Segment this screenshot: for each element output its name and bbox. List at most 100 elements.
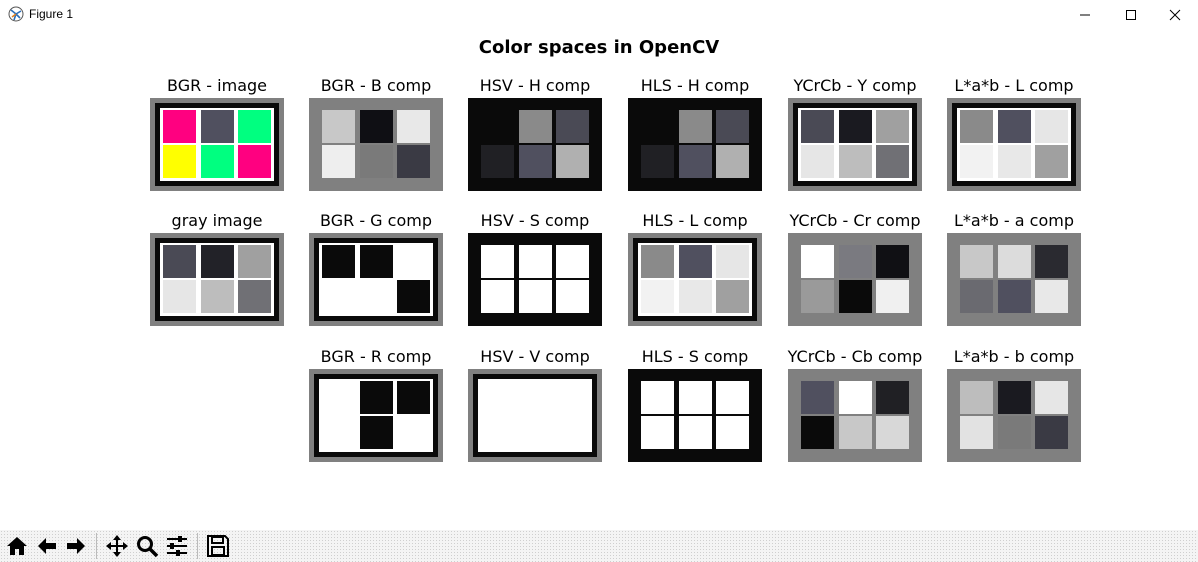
- color-patch: [238, 280, 271, 313]
- subplot-image: [468, 98, 602, 191]
- color-patch: [801, 145, 834, 178]
- color-patch: [839, 416, 872, 449]
- color-patch: [998, 145, 1031, 178]
- color-patch: [839, 280, 872, 313]
- color-patch: [322, 416, 355, 449]
- subplot-image: [947, 233, 1081, 326]
- color-patch: [641, 245, 674, 278]
- subplot-image: [788, 98, 922, 191]
- subplot-image: [309, 369, 443, 462]
- subplot-image: [309, 233, 443, 326]
- color-patch: [360, 110, 393, 143]
- color-patch: [397, 145, 430, 178]
- navigation-toolbar: [0, 530, 1198, 562]
- color-patch: [322, 381, 355, 414]
- subplot-image: [150, 233, 284, 326]
- subplot-title: HLS - H comp: [640, 76, 750, 95]
- close-button[interactable]: [1152, 0, 1198, 30]
- color-patch: [960, 381, 993, 414]
- color-patch: [322, 245, 355, 278]
- color-patch: [163, 245, 196, 278]
- color-patch: [1035, 280, 1068, 313]
- color-patch: [679, 416, 712, 449]
- color-patch: [716, 245, 749, 278]
- color-patch: [556, 381, 589, 414]
- color-patch: [998, 416, 1031, 449]
- color-patch: [641, 145, 674, 178]
- subplot-title: BGR - B comp: [320, 76, 432, 95]
- color-patch: [876, 416, 909, 449]
- color-patch: [998, 280, 1031, 313]
- color-patch: [876, 280, 909, 313]
- color-patch: [839, 145, 872, 178]
- color-patch: [163, 145, 196, 178]
- maximize-button[interactable]: [1108, 0, 1154, 30]
- subplot-image: [788, 233, 922, 326]
- color-patch: [397, 245, 430, 278]
- color-patch: [322, 110, 355, 143]
- color-patch: [397, 416, 430, 449]
- color-patch: [519, 381, 552, 414]
- subplot-title: YCrCb - Cb comp: [787, 347, 923, 366]
- close-icon: [1169, 9, 1181, 21]
- save-button[interactable]: [204, 532, 232, 560]
- pan-icon: [106, 535, 128, 557]
- window-title: Figure 1: [29, 7, 74, 21]
- color-patch: [679, 381, 712, 414]
- save-icon: [207, 535, 229, 557]
- subplot-title: L*a*b - b comp: [953, 347, 1075, 366]
- color-patch: [556, 245, 589, 278]
- color-patch: [360, 145, 393, 178]
- configure-subplots-button[interactable]: [163, 532, 191, 560]
- window-titlebar: Figure 1: [0, 0, 1198, 30]
- subplot-image: [788, 369, 922, 462]
- color-patch: [801, 110, 834, 143]
- color-patch: [360, 245, 393, 278]
- color-patch: [397, 110, 430, 143]
- color-patch: [641, 416, 674, 449]
- color-patch: [1035, 416, 1068, 449]
- maximize-icon: [1126, 10, 1136, 20]
- subplot-title: HSV - V comp: [480, 347, 590, 366]
- zoom-button[interactable]: [133, 532, 161, 560]
- color-patch: [519, 280, 552, 313]
- subplot-title: BGR - R comp: [320, 347, 432, 366]
- color-patch: [998, 381, 1031, 414]
- color-patch: [679, 245, 712, 278]
- color-patch: [679, 280, 712, 313]
- subplot-title: HLS - S comp: [641, 347, 749, 366]
- color-patch: [876, 245, 909, 278]
- color-patch: [641, 381, 674, 414]
- color-patch: [481, 145, 514, 178]
- toolbar-separator: [197, 533, 198, 559]
- matplotlib-app-icon: [8, 6, 24, 22]
- color-patch: [839, 245, 872, 278]
- pan-button[interactable]: [103, 532, 131, 560]
- subplot-title: YCrCb - Cr comp: [789, 211, 921, 230]
- color-patch: [679, 145, 712, 178]
- subplot-title: HSV - H comp: [479, 76, 591, 95]
- subplot-image: [468, 233, 602, 326]
- color-patch: [1035, 381, 1068, 414]
- color-patch: [716, 416, 749, 449]
- color-patch: [360, 280, 393, 313]
- color-patch: [481, 416, 514, 449]
- color-patch: [876, 110, 909, 143]
- subplot-title: HSV - S comp: [480, 211, 590, 230]
- forward-arrow-icon: [67, 538, 85, 554]
- toolbar-separator: [96, 533, 97, 559]
- color-patch: [960, 280, 993, 313]
- subplot-title: gray image: [171, 211, 263, 230]
- home-button[interactable]: [3, 532, 31, 560]
- minimize-button[interactable]: [1062, 0, 1108, 30]
- back-button[interactable]: [33, 532, 61, 560]
- subplot-image: [628, 369, 762, 462]
- color-patch: [519, 145, 552, 178]
- color-patch: [839, 381, 872, 414]
- subplot-image: [947, 369, 1081, 462]
- color-patch: [481, 110, 514, 143]
- color-patch: [641, 110, 674, 143]
- forward-button[interactable]: [62, 532, 90, 560]
- color-patch: [641, 280, 674, 313]
- color-patch: [716, 145, 749, 178]
